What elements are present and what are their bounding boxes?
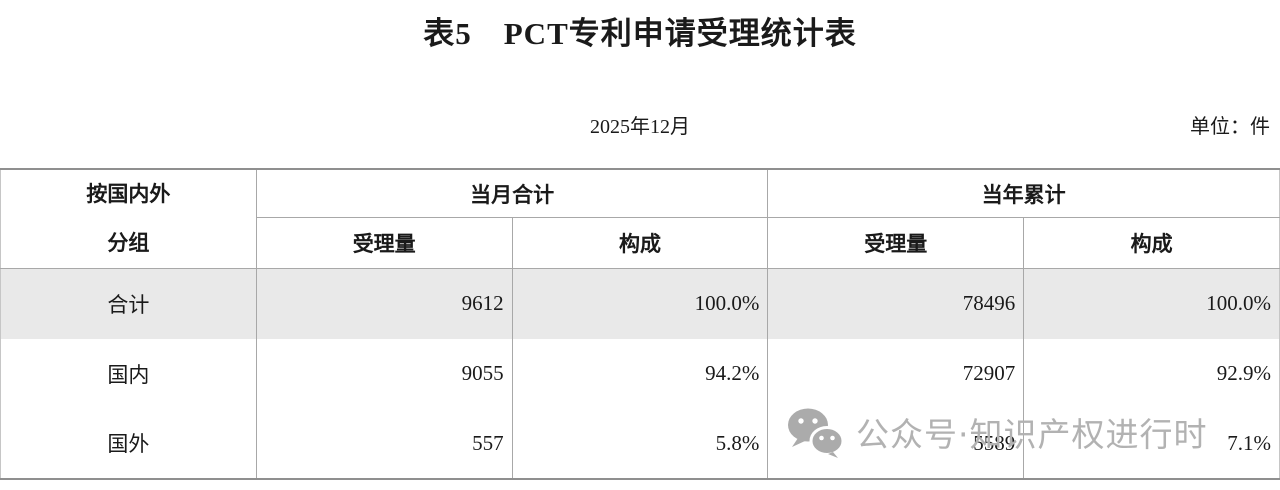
header-group-line1: 按国内外: [86, 182, 171, 206]
month-share-value: 100.0%: [511, 268, 768, 339]
header-row-subcolumns: 受理量 构成 受理量 构成: [1, 217, 1280, 269]
document-title: 表5 PCT专利申请受理统计表: [423, 16, 857, 51]
table-row-foreign: 国外 557 5.8% 5589 7.1%: [1, 408, 1280, 479]
table-row-domestic: 国内 9055 94.2% 72907 92.9%: [1, 338, 1280, 409]
year-share-value: 92.9%: [1023, 338, 1280, 409]
row-label: 国外: [107, 432, 150, 456]
month-count-value: 9055: [255, 338, 513, 409]
subheader-year-share: 构成: [1023, 217, 1280, 269]
stats-table: 按国内外 分组 当月合计 当年累计 受理量 构成 受理量 构成 合计 9612 …: [0, 168, 1280, 480]
year-share-value: 100.0%: [1023, 268, 1280, 339]
year-count-value: 5589: [767, 408, 1024, 479]
year-count-value: 72907: [767, 338, 1024, 409]
subheader-month-share: 构成: [511, 217, 768, 269]
report-date: 2025年12月: [590, 116, 690, 138]
header-year-cumulative: 当年累计: [767, 169, 1280, 219]
header-month-total: 当月合计: [256, 169, 768, 219]
table-row-total: 合计 9612 100.0% 78496 100.0%: [0, 268, 1280, 339]
subheader-year-count: 受理量: [767, 217, 1024, 269]
header-group-column: 按国内外 分组: [0, 169, 257, 269]
year-count-value: 78496: [767, 268, 1024, 339]
unit-label: 单位：件: [1190, 116, 1270, 138]
month-count-value: 9612: [255, 268, 513, 339]
row-label: 合计: [107, 292, 150, 317]
header-group-line2: 分组: [107, 231, 150, 255]
month-share-value: 5.8%: [511, 408, 768, 479]
header-row-groups: 按国内外 分组 当月合计 当年累计: [0, 169, 1280, 269]
row-label: 国内: [107, 362, 150, 387]
subheader-month-count: 受理量: [255, 217, 513, 269]
month-count-value: 557: [255, 408, 513, 479]
meta-row: 2025年12月 单位：件: [0, 110, 1280, 138]
month-share-value: 94.2%: [511, 338, 768, 409]
year-share-value: 7.1%: [1023, 408, 1280, 479]
